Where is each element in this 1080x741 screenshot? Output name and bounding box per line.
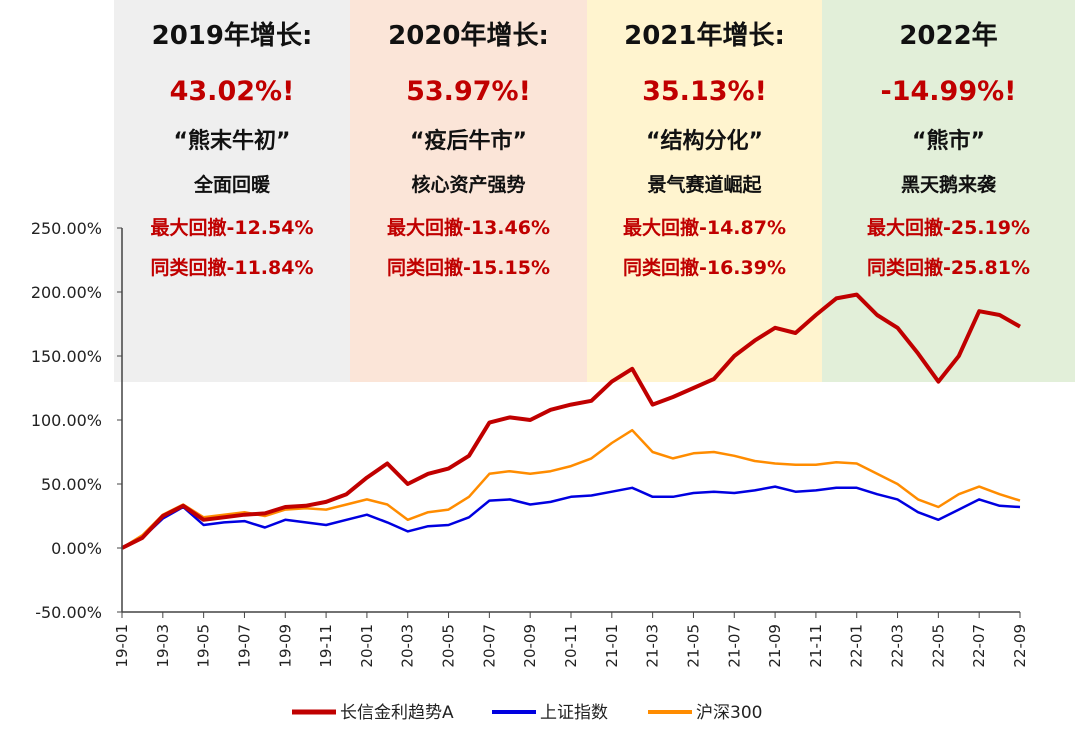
legend-label: 长信金利趋势A (340, 703, 454, 723)
x-tick-label: 19-05 (195, 624, 213, 668)
panel-return: -14.99%! (881, 76, 1017, 107)
x-tick-label: 19-11 (317, 624, 335, 668)
series-line-fund (121, 292, 1021, 550)
panel-desc: 景气赛道崛起 (647, 173, 762, 196)
x-tick-label: 20-09 (521, 624, 539, 668)
y-tick-label: 50.00% (41, 475, 102, 494)
panel-title: 2020年增长: (388, 20, 549, 51)
year-panel-4 (822, 0, 1075, 382)
series-layer (121, 292, 1021, 550)
x-tick-label: 19-01 (113, 624, 131, 668)
x-tick-label: 20-01 (358, 624, 376, 668)
panel-peer-drawdown: 同类回撤-11.84% (150, 256, 313, 279)
panel-max-drawdown: 最大回撤-12.54% (150, 216, 313, 239)
x-tick-label: 22-01 (848, 624, 866, 668)
panel-peer-drawdown: 同类回撤-25.81% (867, 256, 1030, 279)
x-tick-label: 19-09 (276, 624, 294, 668)
panel-theme: “熊末牛初” (174, 128, 291, 154)
axes-layer: -50.00% 0.00% 50.00% 100.00% 150.00% 200.00% 2… (31, 219, 1029, 668)
x-tick-label: 21-11 (807, 624, 825, 668)
series-line-csi300 (121, 428, 1021, 550)
year-panel-2 (350, 0, 587, 382)
y-tick-label: 200.00% (31, 283, 102, 302)
x-tick-label: 20-05 (440, 624, 458, 668)
legend-label: 上证指数 (540, 703, 608, 723)
panel-return: 35.13%! (642, 76, 767, 107)
panel-return: 43.02%! (170, 76, 295, 107)
y-tick-label: 100.00% (31, 411, 102, 430)
panel-theme: “结构分化” (646, 128, 763, 154)
x-tick-label: 22-05 (929, 624, 947, 668)
x-tick-label: 22-09 (1011, 624, 1029, 668)
panel-desc: 黑天鹅来袭 (901, 173, 997, 196)
panel-title: 2021年增长: (624, 20, 785, 51)
year-panels-background (114, 0, 1075, 382)
y-tick-label: 250.00% (31, 219, 102, 238)
x-tick-label: 20-07 (480, 624, 498, 668)
panel-max-drawdown: 最大回撤-14.87% (623, 216, 786, 239)
legend: 长信金利趋势A 上证指数 沪深300 (292, 703, 762, 723)
panel-title: 2019年增长: (152, 20, 313, 51)
x-tick-label: 21-05 (684, 624, 702, 668)
x-tick-label: 19-07 (235, 624, 253, 668)
panel-theme: “疫后牛市” (410, 128, 527, 154)
panel-max-drawdown: 最大回撤-25.19% (867, 216, 1030, 239)
panel-peer-drawdown: 同类回撤-16.39% (623, 256, 786, 279)
panel-desc: 核心资产强势 (411, 173, 525, 196)
x-tick-label: 22-03 (889, 624, 907, 668)
x-tick-label: 21-09 (766, 624, 784, 668)
x-tick-label: 21-07 (725, 624, 743, 668)
x-tick-label: 19-03 (154, 624, 172, 668)
x-tick-label: 20-03 (399, 624, 417, 668)
year-panel-1 (114, 0, 350, 382)
y-tick-label: 0.00% (51, 539, 102, 558)
legend-label: 沪深300 (696, 703, 762, 723)
panel-peer-drawdown: 同类回撤-15.15% (387, 256, 550, 279)
year-panel-3 (587, 0, 822, 382)
panel-title: 2022年 (899, 20, 997, 51)
panel-desc: 全面回暖 (193, 173, 271, 196)
panel-max-drawdown: 最大回撤-13.46% (387, 216, 550, 239)
x-tick-label: 21-03 (644, 624, 662, 668)
x-tick-label: 22-07 (970, 624, 988, 668)
y-tick-label: -50.00% (35, 603, 102, 622)
series-line-sse-index (121, 485, 1021, 550)
panel-theme: “熊市” (912, 128, 985, 154)
x-tick-label: 20-11 (562, 624, 580, 668)
y-tick-label: 150.00% (31, 347, 102, 366)
panel-return: 53.97%! (406, 76, 531, 107)
x-tick-label: 21-01 (603, 624, 621, 668)
